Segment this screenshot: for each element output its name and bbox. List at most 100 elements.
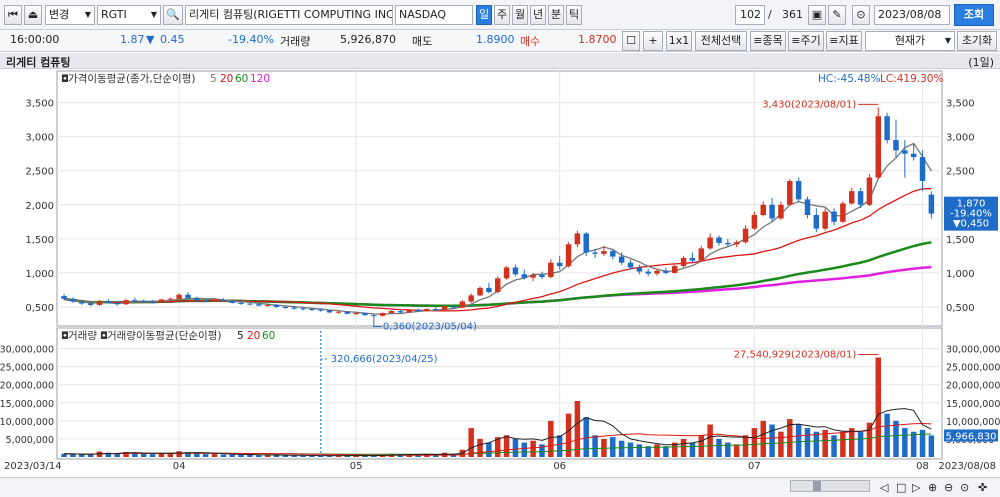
candle-body xyxy=(592,252,598,254)
volume-ma-legend: 거래량이동평균(단순이평) xyxy=(107,330,221,342)
candle-body xyxy=(919,157,926,181)
count-slash: / xyxy=(768,8,772,21)
pen-icon[interactable]: ✎ xyxy=(828,5,846,25)
vol-ma60-legend: 60 xyxy=(262,330,275,342)
volume-ma-legend-icon: ◘ xyxy=(100,331,108,342)
save-icon[interactable]: ▣ xyxy=(808,5,826,25)
candles-group xyxy=(61,107,935,317)
candle-body xyxy=(229,300,235,303)
reset-button[interactable]: 초기화 xyxy=(957,31,997,51)
period-minute[interactable]: 분 xyxy=(548,5,564,25)
candle-body xyxy=(627,262,634,268)
select-all-button[interactable]: 전체선택 xyxy=(695,31,747,51)
pin-icon[interactable]: ⏏ xyxy=(24,5,42,25)
candle-body xyxy=(698,248,705,261)
search-icon[interactable]: 🔍 xyxy=(163,5,183,25)
candle-body xyxy=(778,204,784,219)
stock-button[interactable]: ≡종목 xyxy=(750,31,786,51)
indicator-button[interactable]: ≡지표 xyxy=(826,31,862,51)
price-tick-left: 3,000 xyxy=(25,133,54,144)
volume-bar xyxy=(79,454,85,457)
checkbox-toggle[interactable]: ☐ xyxy=(622,31,640,51)
candle-body xyxy=(256,304,262,306)
count-input[interactable]: 102 xyxy=(735,5,765,25)
volume-bar xyxy=(433,454,439,457)
date-input[interactable]: 2023/08/08 xyxy=(874,5,950,25)
scroll-thumb[interactable] xyxy=(813,481,821,491)
candle-body xyxy=(645,271,651,274)
volume-tick-left: 30,000,000 xyxy=(0,345,54,356)
candle-body xyxy=(477,287,483,296)
zoom-in-icon[interactable]: ⊕ xyxy=(928,481,938,494)
low-pointer xyxy=(373,316,382,328)
volume-bar xyxy=(831,435,837,457)
stop-icon[interactable]: □ xyxy=(896,481,907,494)
ask-value: 1.8900 xyxy=(476,33,515,46)
candle-body xyxy=(300,308,306,310)
volume-bar xyxy=(362,455,368,457)
zoom-reset-icon[interactable]: ⊙ xyxy=(960,481,970,494)
volume-bar xyxy=(574,401,581,457)
candle-body xyxy=(87,303,94,305)
period-year[interactable]: 년 xyxy=(530,5,546,25)
candle-body xyxy=(512,267,519,275)
candle-body xyxy=(707,237,713,249)
period-config-button[interactable]: ≡주기 xyxy=(788,31,824,51)
candle-body xyxy=(415,309,421,312)
period-select[interactable]: 변경 ▼ xyxy=(45,5,95,25)
volume-bar xyxy=(158,453,165,457)
scroll-left-icon[interactable]: ◁ xyxy=(880,481,889,494)
candle-body xyxy=(610,251,616,257)
volume-bar xyxy=(610,437,616,457)
period-tick[interactable]: 틱 xyxy=(566,5,582,25)
month-label: 04 xyxy=(173,461,186,472)
ma20-legend: 20 xyxy=(220,73,233,85)
period-week[interactable]: 주 xyxy=(494,5,510,25)
volume-bar xyxy=(512,438,519,457)
ratio-button[interactable]: 1x1 xyxy=(666,31,692,51)
candle-body xyxy=(822,211,828,229)
query-button[interactable]: 조회 xyxy=(954,4,994,26)
volume-bar xyxy=(176,451,182,457)
price-type-select[interactable]: 현재가 ▼ xyxy=(865,31,955,51)
candle-body xyxy=(326,310,333,313)
first-icon[interactable]: ⏮ xyxy=(4,5,22,25)
volume-bar xyxy=(565,413,572,457)
volume-bar xyxy=(185,452,191,457)
volume-bar xyxy=(804,428,811,457)
volume-tick-right: 25,000,000 xyxy=(946,363,1000,374)
scroll-right-icon[interactable]: ▷ xyxy=(912,481,921,494)
volume-legend-icon: ◘ xyxy=(61,331,69,342)
axis-labels: 3,5003,5003,0003,0002,5002,5002,0002,000… xyxy=(0,99,1000,472)
volume-bar xyxy=(654,444,660,457)
volume-ma-lines xyxy=(64,408,932,457)
ticker-input[interactable]: RGTI ▼ xyxy=(97,5,161,25)
stock-chart[interactable]: 3,5003,5003,0003,0002,5002,5002,0002,000… xyxy=(0,69,1000,477)
bid-label: 매수 xyxy=(520,35,541,48)
volume-tick-right: 20,000,000 xyxy=(946,381,1000,392)
scroll-track[interactable] xyxy=(790,480,870,492)
candle-body xyxy=(910,153,917,158)
volume-bar xyxy=(344,455,351,457)
volume-tick-left: 5,000,000 xyxy=(6,435,54,446)
volume-bar xyxy=(140,453,147,457)
settings-icon[interactable]: ⊙ xyxy=(852,5,870,25)
quote-time: 16:00:00 xyxy=(10,33,60,46)
volume-bar xyxy=(96,451,103,457)
candle-body xyxy=(583,233,589,253)
tool-icon[interactable]: ✜ xyxy=(978,481,988,494)
candle-body xyxy=(751,215,758,229)
zoom-out-icon[interactable]: ⊖ xyxy=(944,481,954,494)
candle-body xyxy=(787,180,793,205)
volume-bar xyxy=(132,453,138,457)
volume-bar xyxy=(61,453,67,457)
volume-bar xyxy=(733,444,740,457)
volume-bar xyxy=(424,454,430,457)
period-month[interactable]: 월 xyxy=(512,5,528,25)
price-tick-left: 2,500 xyxy=(25,167,54,178)
candle-body xyxy=(61,296,67,299)
candle-body xyxy=(185,294,191,299)
add-button[interactable]: + xyxy=(643,31,663,51)
candle-body xyxy=(884,116,890,141)
period-day[interactable]: 일 xyxy=(476,5,492,25)
